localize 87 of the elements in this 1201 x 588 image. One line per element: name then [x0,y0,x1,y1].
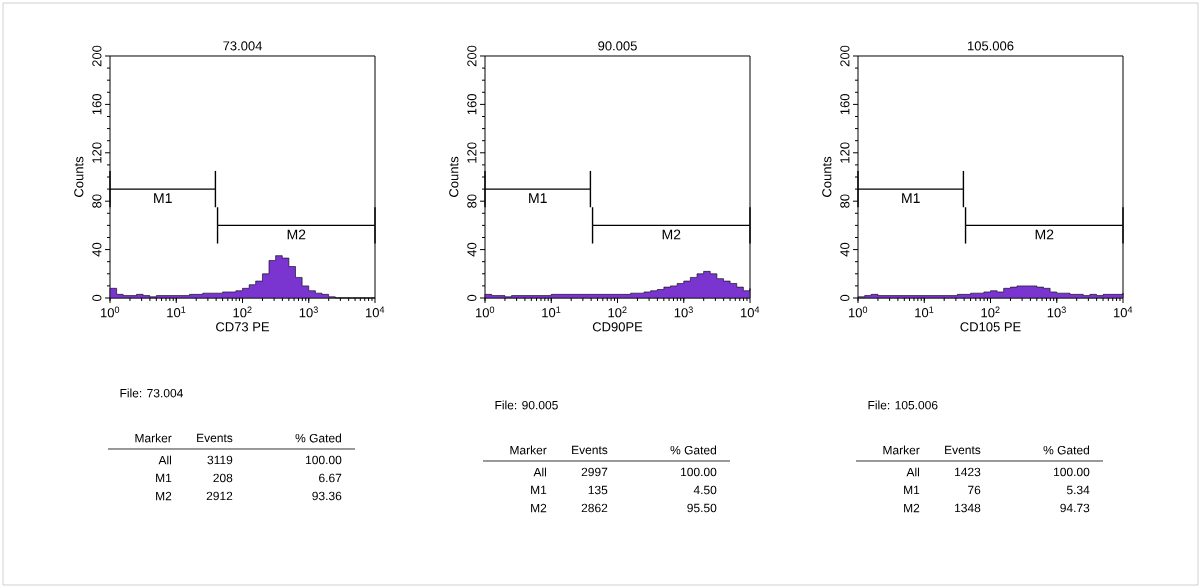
y-tick-label: 80 [467,194,477,208]
y-tick-label: 120 [92,142,102,163]
y-tick-label: 200 [92,45,102,67]
y-tick-label: 200 [467,45,477,67]
text: 4.50 [693,485,717,495]
text: 3119 [207,455,233,465]
series-label: M1 [529,193,547,203]
text: M1 [156,473,172,483]
series-label: M2 [287,229,306,240]
x-axis-title: CD73 PE [216,322,270,332]
text: 93.36 [312,491,342,501]
text: 208 [213,473,233,483]
y-tick-label: 80 [840,194,850,208]
x-tick-label: 10$^{0}$ [848,306,868,318]
x-tick-label: 10$^{2}$ [981,306,1000,318]
text: % Gated [670,445,717,455]
text: M1 [531,485,547,495]
text: Events [572,445,608,455]
x-tick-label: 10$^{0}$ [475,306,495,318]
x-tick-label: 10$^{4}$ [1113,306,1133,318]
text: 1423 [955,467,981,477]
chart-title: 105.006 [968,41,1014,51]
text: 2862 [581,503,608,513]
y-tick-label: 160 [92,94,102,115]
y-axis-title: Counts [449,156,459,197]
y-tick-label: 160 [840,94,850,115]
text: 2912 [206,491,233,501]
text: File: 105.006 [868,400,938,410]
text: Marker [135,433,172,443]
x-axis-title: CD90PE [592,322,643,332]
text: 2997 [581,467,608,477]
text: Events [197,433,233,443]
y-tick-label: 160 [467,94,477,115]
text: % Gated [295,433,342,443]
series-label: M1 [154,193,172,203]
x-tick-label: 10$^{3}$ [674,306,693,318]
text: 100.00 [681,467,717,477]
x-tick-label: 10$^{4}$ [365,306,385,318]
text: All [158,455,172,465]
y-tick-label: 120 [840,142,850,163]
text: Marker [510,445,547,455]
text: Marker [883,445,920,455]
x-axis-title: CD105 PE [960,322,1021,332]
y-tick-label: 120 [467,142,477,163]
x-tick-label: 10$^{3}$ [299,306,318,318]
text: M2 [531,503,547,513]
x-tick-label: 10$^{0}$ [100,306,120,318]
text: Events [945,445,981,455]
series-label: M2 [662,229,681,240]
text: M2 [156,491,172,501]
y-tick-label: 40 [840,242,850,257]
text: All [533,467,547,477]
text: 76 [968,485,981,495]
x-tick-label: 10$^{1}$ [915,306,934,318]
x-tick-label: 10$^{1}$ [167,306,186,318]
text: File: 90.005 [495,400,558,410]
text: All [906,467,919,477]
y-axis-title: Counts [74,156,84,197]
x-tick-label: 10$^{2}$ [608,306,627,318]
y-tick-label: 0 [840,294,850,302]
text: 6.67 [319,473,342,483]
x-tick-label: 10$^{3}$ [1047,306,1066,318]
x-tick-label: 10$^{2}$ [233,306,252,318]
text: % Gated [1043,445,1090,455]
text: 135 [588,485,608,495]
text: 95.50 [687,503,717,513]
y-tick-label: 0 [467,294,477,302]
text: M1 [904,485,920,495]
y-axis-title: Counts [822,156,832,197]
y-tick-label: 40 [467,242,477,257]
y-tick-label: 80 [92,194,102,208]
text: 100.00 [306,455,342,465]
text: 5.34 [1066,485,1090,495]
y-tick-label: 40 [92,242,102,257]
series-label: M1 [902,193,920,203]
series-label: M2 [1035,229,1054,240]
chart-title: 73.004 [223,41,263,51]
x-tick-label: 10$^{1}$ [542,306,561,318]
text: 100.00 [1054,467,1090,477]
text: M2 [904,503,920,513]
chart-title: 90.005 [598,41,637,51]
text: File: 73.004 [120,388,183,398]
text: 1348 [955,503,981,513]
y-tick-label: 200 [840,45,850,67]
text: 94.73 [1060,503,1090,513]
x-tick-label: 10$^{4}$ [740,306,760,318]
y-tick-label: 0 [92,294,102,302]
